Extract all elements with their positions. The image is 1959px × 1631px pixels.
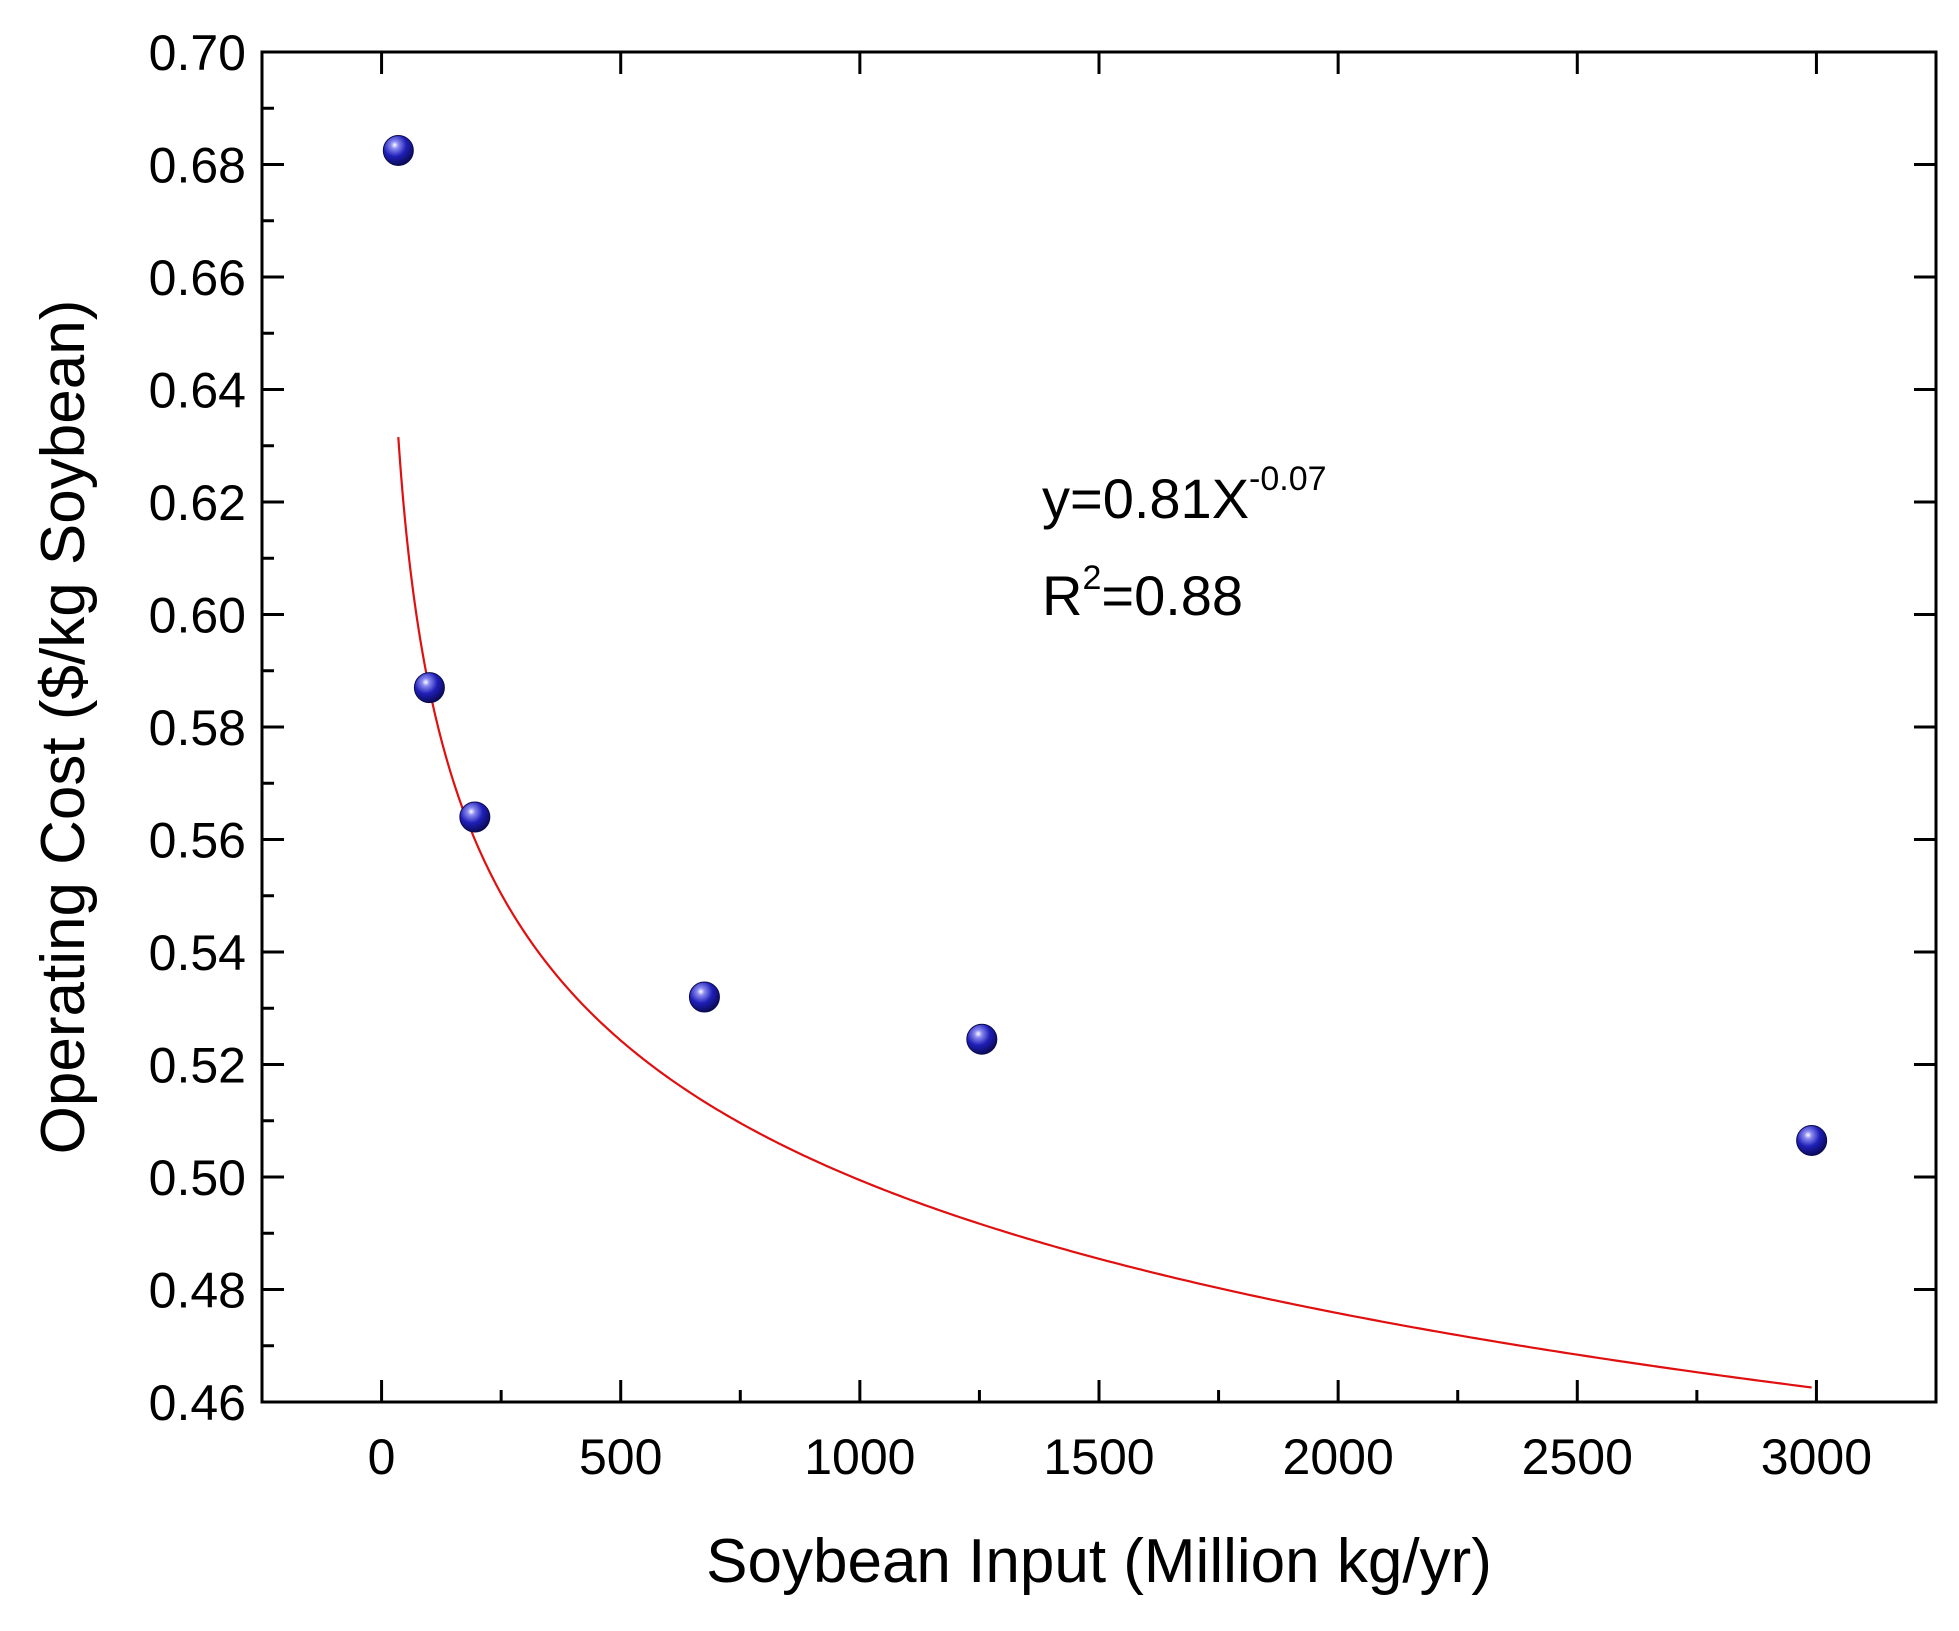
data-point [966, 1023, 998, 1055]
x-axis-title: Soybean Input (Million kg/yr) [706, 1527, 1492, 1596]
data-points [382, 134, 1828, 1156]
y-tick-label: 0.46 [149, 1375, 246, 1431]
data-point [688, 981, 720, 1013]
y-tick-label: 0.50 [149, 1150, 246, 1206]
y-tick-label: 0.48 [149, 1263, 246, 1319]
y-tick-label: 0.68 [149, 138, 246, 194]
y-tick-label: 0.52 [149, 1038, 246, 1094]
x-tick-label: 500 [579, 1429, 662, 1485]
y-tick-label: 0.56 [149, 813, 246, 869]
axis-ticks [262, 50, 1936, 1404]
y-tick-label: 0.64 [149, 363, 246, 419]
x-tick-label: 0 [368, 1429, 396, 1485]
r-squared-text: R2=0.88 [1042, 559, 1243, 627]
data-point [382, 134, 414, 166]
x-tick-label: 2000 [1283, 1429, 1394, 1485]
x-tick-label: 2500 [1522, 1429, 1633, 1485]
x-tick-label: 3000 [1761, 1429, 1872, 1485]
y-axis-title: Operating Cost ($/kg Soybean) [29, 300, 98, 1155]
y-tick-label: 0.70 [149, 25, 246, 81]
equation-text: y=0.81X-0.07 [1042, 460, 1327, 530]
data-point [459, 801, 491, 833]
fit-equation: y=0.81X-0.07 R2=0.88 [1042, 460, 1327, 627]
data-point [413, 672, 445, 704]
plot-frame [260, 50, 1938, 1404]
power-fit-curve [397, 437, 1812, 1389]
y-tick-label: 0.60 [149, 588, 246, 644]
x-tick-label: 1500 [1043, 1429, 1154, 1485]
y-tick-label: 0.58 [149, 700, 246, 756]
y-tick-label: 0.66 [149, 250, 246, 306]
y-tick-label: 0.62 [149, 475, 246, 531]
x-tick-label: 1000 [804, 1429, 915, 1485]
data-point [1796, 1124, 1828, 1156]
y-tick-label: 0.54 [149, 925, 246, 981]
axis-tick-labels: 0 500 1000 1500 2000 2500 3000 0.46 0.48 0.50 0.52… [149, 25, 1872, 1485]
